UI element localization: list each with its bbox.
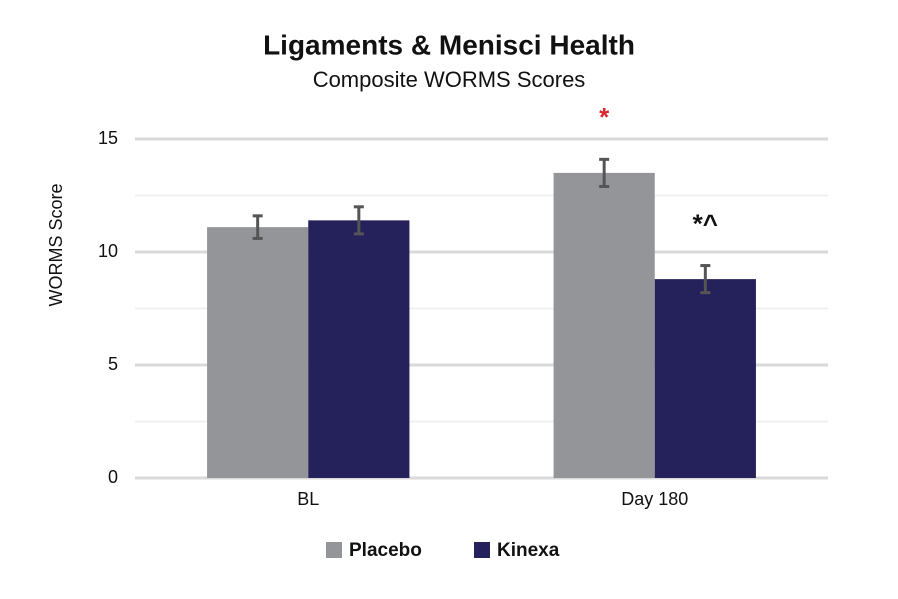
legend-swatch: [326, 542, 342, 558]
y-tick-label: 15: [98, 128, 118, 148]
y-tick-label: 0: [108, 467, 118, 487]
legend-label: Placebo: [349, 540, 422, 561]
bar: [207, 227, 309, 478]
bar: [308, 220, 410, 479]
annotation: *^: [693, 208, 718, 238]
x-tick-label: BL: [297, 489, 319, 509]
y-tick-label: 10: [98, 241, 118, 261]
error-bar: [252, 214, 263, 240]
chart-title: Ligaments & Menisci Health: [263, 29, 635, 60]
bar: [553, 172, 655, 478]
annotation: *: [599, 102, 610, 132]
legend-label: Kinexa: [497, 540, 560, 561]
legend-swatch: [474, 542, 490, 558]
chart-subtitle: Composite WORMS Scores: [313, 67, 586, 92]
x-tick-label: Day 180: [621, 489, 688, 509]
error-bar: [599, 157, 610, 188]
bar: [654, 279, 756, 478]
error-bar: [700, 264, 711, 295]
y-tick-label: 5: [108, 354, 118, 374]
error-bar: [353, 205, 364, 236]
y-axis-label: WORMS Score: [46, 183, 66, 306]
